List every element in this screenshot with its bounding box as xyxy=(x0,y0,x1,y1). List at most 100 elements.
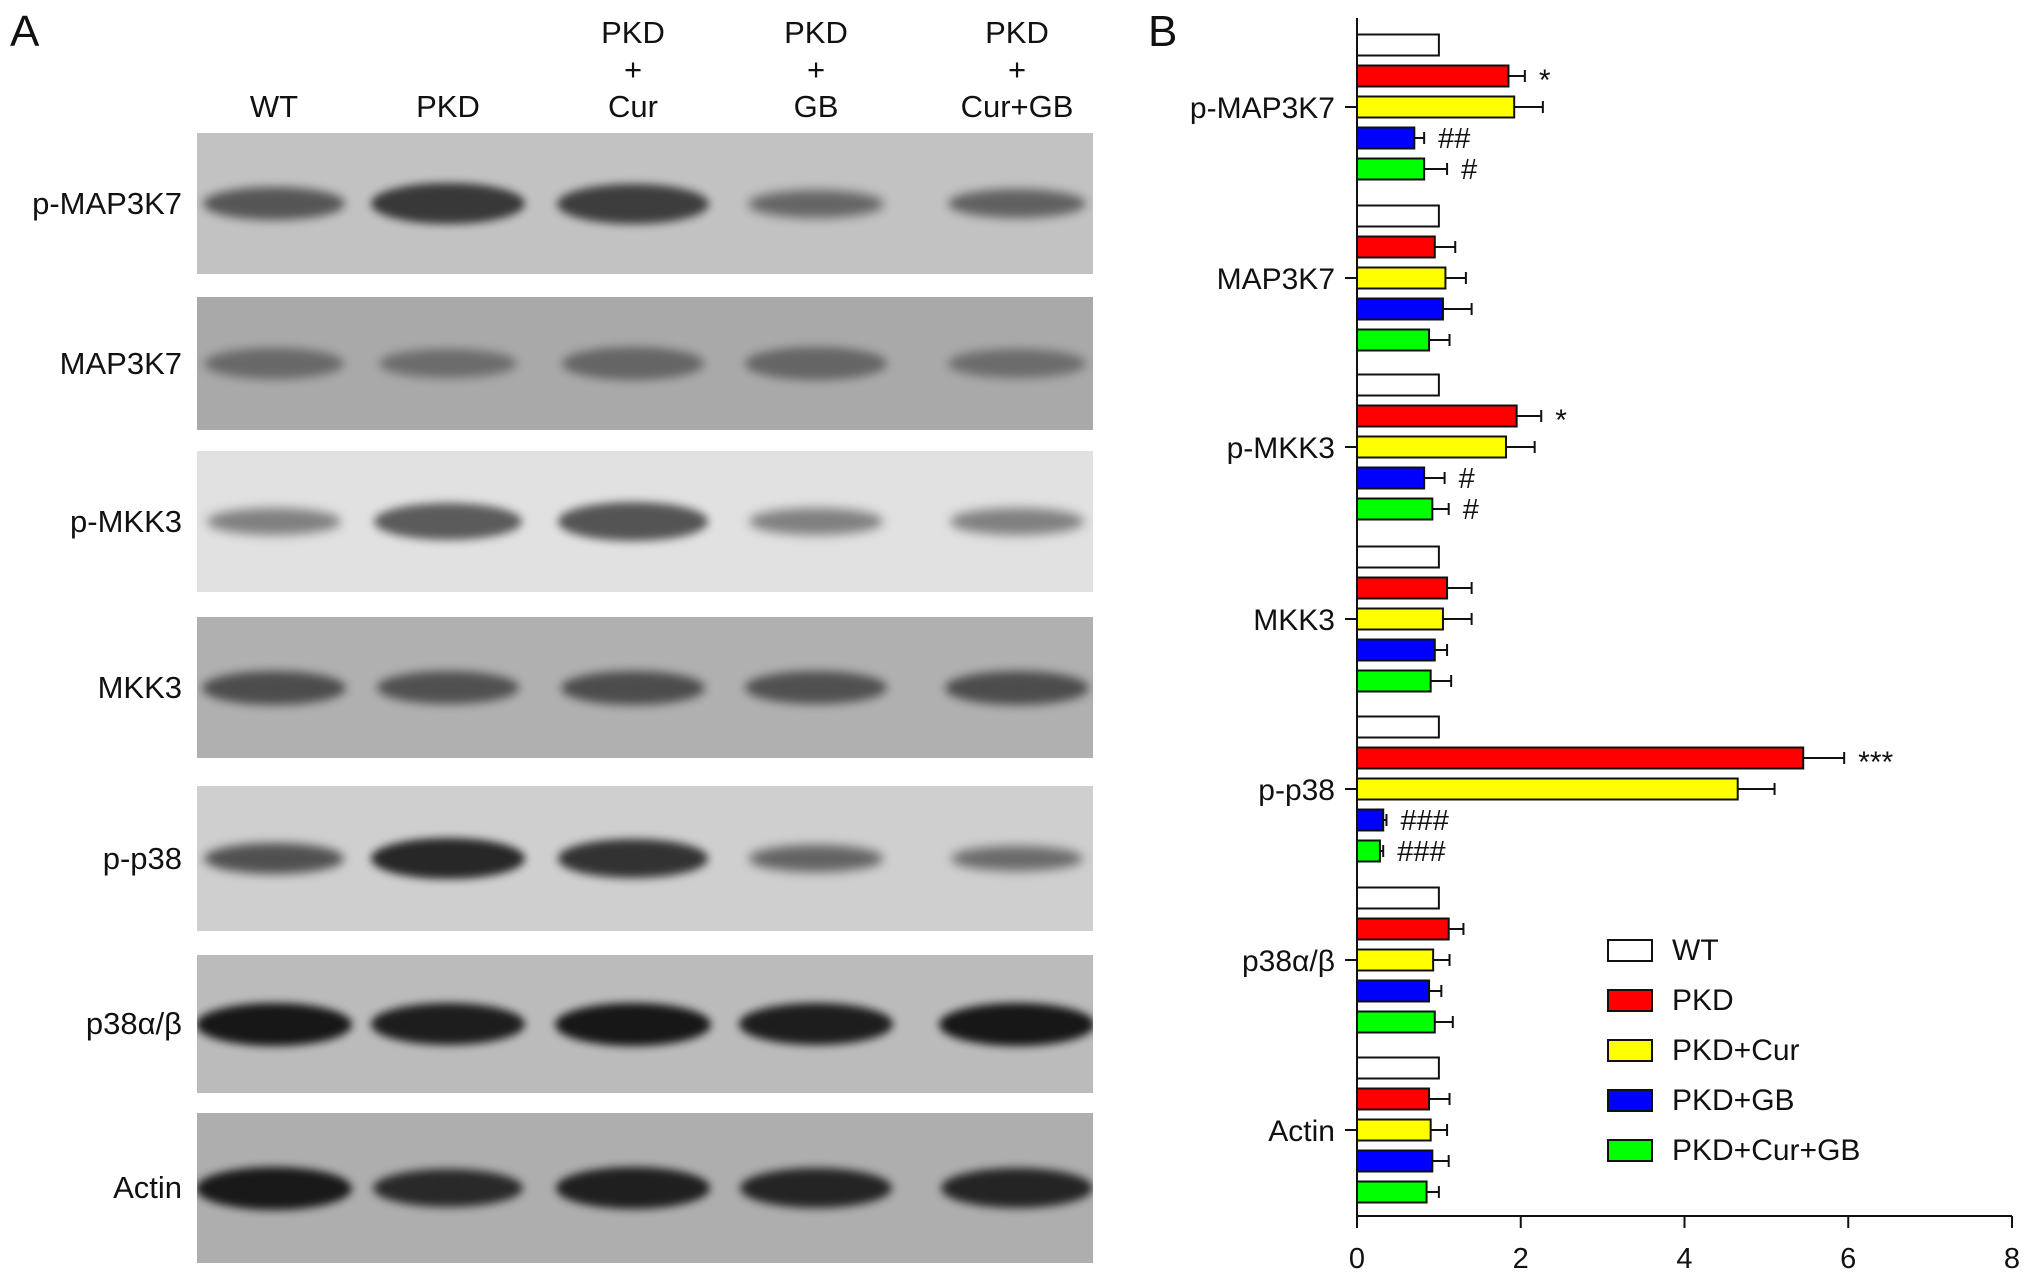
panel-label-a: A xyxy=(10,7,40,56)
bar xyxy=(1356,1149,1434,1173)
lane-header: PKD xyxy=(348,14,548,125)
category-label: MAP3K7 xyxy=(1217,263,1335,296)
bar-chart: 0 2 4 6 8p-MAP3K7*###MAP3K7p-MKK3*##MKK3p-p3… xyxy=(1190,18,2020,1275)
x-tick-label: 8 xyxy=(2004,1243,2020,1275)
blot-label: p38α/β xyxy=(85,1006,182,1041)
blot-label: p-p38 xyxy=(102,840,182,876)
blot-band xyxy=(561,670,705,705)
blot-strip xyxy=(197,617,1093,758)
legend-swatch xyxy=(1607,1039,1653,1062)
legend-label: PKD+Cur+GB xyxy=(1672,1134,1860,1167)
blot-band xyxy=(745,347,887,380)
blot-band xyxy=(371,182,525,225)
blot-band xyxy=(558,839,708,878)
blot-band xyxy=(204,348,344,379)
bar xyxy=(1356,1056,1440,1080)
lane-header-line: PKD xyxy=(784,15,848,50)
bar xyxy=(1356,638,1436,662)
bar xyxy=(1356,545,1440,569)
legend-swatch xyxy=(1607,989,1653,1012)
significance-label: * xyxy=(1539,64,1551,97)
category-label: MKK3 xyxy=(1253,604,1335,637)
significance-label: ### xyxy=(1397,836,1445,868)
blot-band xyxy=(203,187,345,220)
blot-band xyxy=(939,1002,1093,1046)
lane-header-line: Cur+GB xyxy=(960,89,1074,124)
panel-label-b: B xyxy=(1148,7,1178,56)
blot-band xyxy=(379,348,517,379)
bar xyxy=(1356,715,1440,739)
blot-strip xyxy=(197,133,1093,274)
bar xyxy=(1356,1010,1436,1034)
significance-label: # xyxy=(1459,463,1475,495)
bar xyxy=(1356,373,1440,397)
legend-swatch xyxy=(1607,1089,1653,1112)
blot-strip xyxy=(197,451,1093,592)
blot-band xyxy=(371,837,525,880)
lane-header: PKD + Cur+GB xyxy=(917,14,1117,125)
blot-band xyxy=(748,189,884,218)
bar xyxy=(1356,157,1426,181)
blot-band xyxy=(739,1003,893,1045)
significance-label: ### xyxy=(1400,805,1448,837)
bar xyxy=(1356,777,1739,801)
significance-label: * xyxy=(1555,404,1567,437)
bar xyxy=(1356,979,1431,1003)
blot-strip xyxy=(197,786,1093,931)
blot-band xyxy=(371,1003,525,1045)
bar xyxy=(1356,886,1440,910)
lane-header-line: WT xyxy=(249,89,299,124)
x-tick-label: 6 xyxy=(1840,1243,1856,1275)
bar xyxy=(1356,607,1444,631)
lane-header-line: PKD xyxy=(601,15,665,50)
blot-band xyxy=(948,348,1086,379)
lane-header: PKD + GB xyxy=(716,14,916,125)
blot-band xyxy=(377,671,519,704)
lane-header-line: GB xyxy=(793,89,839,124)
significance-label: *** xyxy=(1858,746,1893,779)
bar xyxy=(1356,235,1436,259)
lane-header-line: PKD xyxy=(985,15,1049,50)
blot-strip xyxy=(197,297,1093,430)
blot-band xyxy=(558,502,708,541)
bar xyxy=(1356,33,1440,57)
category-label: p38α/β xyxy=(1242,945,1335,978)
blot-band xyxy=(557,183,709,224)
category-label: p-MAP3K7 xyxy=(1190,92,1335,125)
blot-band xyxy=(740,1168,892,1208)
blot-band xyxy=(374,503,522,540)
bar xyxy=(1356,1180,1428,1204)
bar xyxy=(1356,204,1440,228)
blot-band xyxy=(197,1002,352,1046)
blot-band xyxy=(951,846,1083,871)
bar xyxy=(1356,95,1516,119)
blot-band xyxy=(207,508,341,535)
blot-band xyxy=(373,1168,523,1208)
bar xyxy=(1356,948,1435,972)
lane-header-line: PKD xyxy=(416,89,480,124)
blot-band xyxy=(562,347,704,380)
blot-label: MAP3K7 xyxy=(59,345,182,381)
legend-swatch xyxy=(1607,939,1653,962)
bar xyxy=(1356,297,1444,321)
lane-header: WT xyxy=(174,14,374,125)
bar xyxy=(1356,404,1518,428)
bar xyxy=(1356,328,1431,352)
blot-band xyxy=(950,508,1084,535)
bar xyxy=(1356,669,1432,693)
blot-strip xyxy=(197,1113,1093,1263)
bar xyxy=(1356,497,1434,521)
bar xyxy=(1356,1118,1432,1142)
blot-band xyxy=(749,508,883,535)
blot-band xyxy=(556,1167,710,1209)
bar xyxy=(1356,466,1426,490)
lane-header-line: + xyxy=(623,52,643,87)
legend-label: PKD xyxy=(1672,984,1734,1017)
blot-band xyxy=(745,671,887,704)
legend-label: PKD+Cur xyxy=(1672,1034,1800,1067)
bar xyxy=(1356,576,1449,600)
lane-header-line: Cur xyxy=(608,89,658,124)
blot-label: MKK3 xyxy=(97,669,182,705)
category-label: Actin xyxy=(1268,1115,1335,1148)
lane-header-line: + xyxy=(806,52,826,87)
